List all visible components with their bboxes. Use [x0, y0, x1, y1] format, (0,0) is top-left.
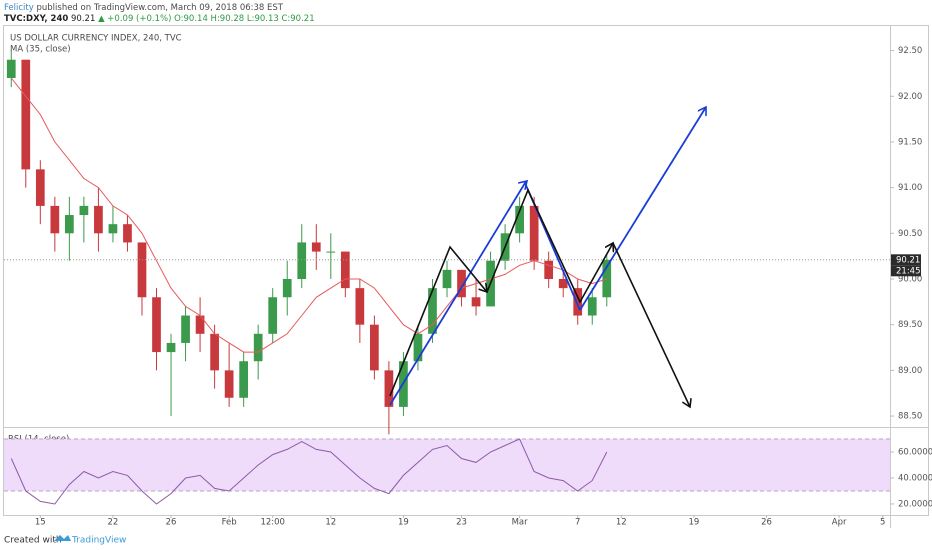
candle-body	[166, 342, 176, 353]
countdown-box	[891, 265, 921, 277]
y-tick-label: 20.0000	[898, 499, 932, 509]
candle-body	[471, 297, 481, 307]
candle-body	[123, 224, 132, 243]
candle-body	[442, 269, 452, 289]
x-tick-label: 12	[616, 518, 627, 528]
x-tick-label: Feb	[222, 518, 237, 528]
author[interactable]: Felicity	[4, 3, 34, 13]
x-tick-label: 12:00	[260, 518, 285, 528]
header-line-1: Felicity published on TradingView.com, M…	[4, 3, 284, 13]
y-tick-label: 40.0000	[898, 473, 932, 483]
x-tick-label: 26	[761, 518, 772, 528]
published: published on TradingView.com, March 09, …	[36, 3, 283, 13]
header-line-2: TVC:DXY, 240 90.21 ▲ +0.09 (+0.1%) O:90.…	[4, 14, 315, 24]
blue-arrowhead	[525, 181, 527, 183]
x-tick-label: 19	[398, 518, 409, 528]
countdown-label: 21:45	[896, 266, 921, 276]
chart-title: US DOLLAR CURRENCY INDEX, 240, TVC	[10, 34, 182, 44]
rsi-line	[10, 438, 608, 505]
candle-body	[181, 315, 190, 343]
candle-body	[544, 260, 554, 279]
y-tick-label: 60.0000	[898, 447, 932, 457]
candle-body	[370, 324, 379, 371]
last-price-label: 90.21	[896, 255, 920, 265]
frame	[3, 25, 929, 516]
x-tick-label: 26	[166, 518, 177, 528]
blue-pattern	[389, 181, 581, 406]
x-tick-label: Apr	[832, 518, 847, 528]
candle-body	[297, 242, 307, 279]
y-tick-label: 91.00	[898, 183, 922, 193]
candle-body	[152, 297, 161, 353]
y-tick-label: 92.50	[898, 46, 922, 56]
candle-body	[137, 242, 147, 298]
candle-body	[94, 205, 103, 234]
drawings	[389, 107, 706, 407]
x-tick-label: 12	[325, 518, 336, 528]
candle-body	[457, 269, 466, 298]
candle-body	[326, 251, 336, 253]
x-tick-label: 15	[35, 518, 46, 528]
candle-body	[21, 59, 31, 170]
candle-body	[558, 278, 568, 289]
symbol: TVC:DXY, 240	[4, 14, 68, 24]
candle-body	[65, 215, 74, 234]
x-tick-label: 23	[456, 518, 467, 528]
x-tick-label: 7	[575, 518, 580, 528]
blue-arrow	[579, 107, 706, 311]
ohlc: O:90.14 H:90.28 L:90.13 C:90.21	[174, 14, 315, 24]
candle-body	[35, 169, 45, 206]
change: ▲ +0.09 (+0.1%)	[98, 14, 171, 24]
price: 90.21	[71, 14, 95, 24]
candle-body	[311, 242, 321, 252]
ma-line	[10, 77, 607, 353]
x-tick-label: 22	[108, 518, 119, 528]
candle-body	[108, 224, 118, 234]
candle-body	[282, 278, 292, 298]
legend-ma: MA (35, close)	[10, 45, 71, 55]
y-tick-label: 90.00	[898, 274, 922, 284]
last-price-box	[891, 254, 921, 266]
black-leg-1	[389, 245, 487, 397]
candle-body	[587, 297, 597, 316]
candle-body	[602, 259, 612, 298]
candle-body	[210, 333, 219, 371]
x-tick-label: 5	[880, 518, 885, 528]
candle-body	[529, 205, 539, 261]
candle-body	[384, 370, 394, 407]
candle-body	[6, 59, 16, 78]
candle-body	[340, 251, 350, 289]
y-tick-label: 91.50	[898, 137, 922, 147]
black-arrow	[612, 242, 690, 407]
candle-body	[224, 370, 234, 398]
y-tick-label: 90.50	[898, 229, 922, 239]
candle-body	[239, 361, 249, 398]
candle-body	[79, 205, 89, 216]
candle-body	[195, 315, 205, 334]
black-leg-2	[486, 187, 613, 304]
x-tick-label: 19	[689, 518, 700, 528]
y-tick-label: 89.50	[898, 320, 922, 330]
candle-body	[573, 288, 583, 316]
footer-created: Created with	[4, 536, 62, 546]
candle-body	[268, 297, 278, 334]
footer-brand[interactable]: TradingView	[71, 536, 126, 546]
rsi-band	[4, 438, 890, 491]
y-tick-label: 88.50	[898, 412, 922, 422]
candle-body	[413, 333, 423, 362]
candle-body	[253, 333, 263, 362]
y-tick-label: 89.00	[898, 366, 922, 376]
logo	[54, 535, 71, 541]
y-tick-label: 92.00	[898, 92, 922, 102]
candle-body	[515, 205, 524, 234]
candle-body	[355, 288, 365, 325]
candle-body	[50, 205, 60, 234]
x-tick-label: Mar	[512, 518, 529, 528]
candle-body	[428, 288, 437, 334]
